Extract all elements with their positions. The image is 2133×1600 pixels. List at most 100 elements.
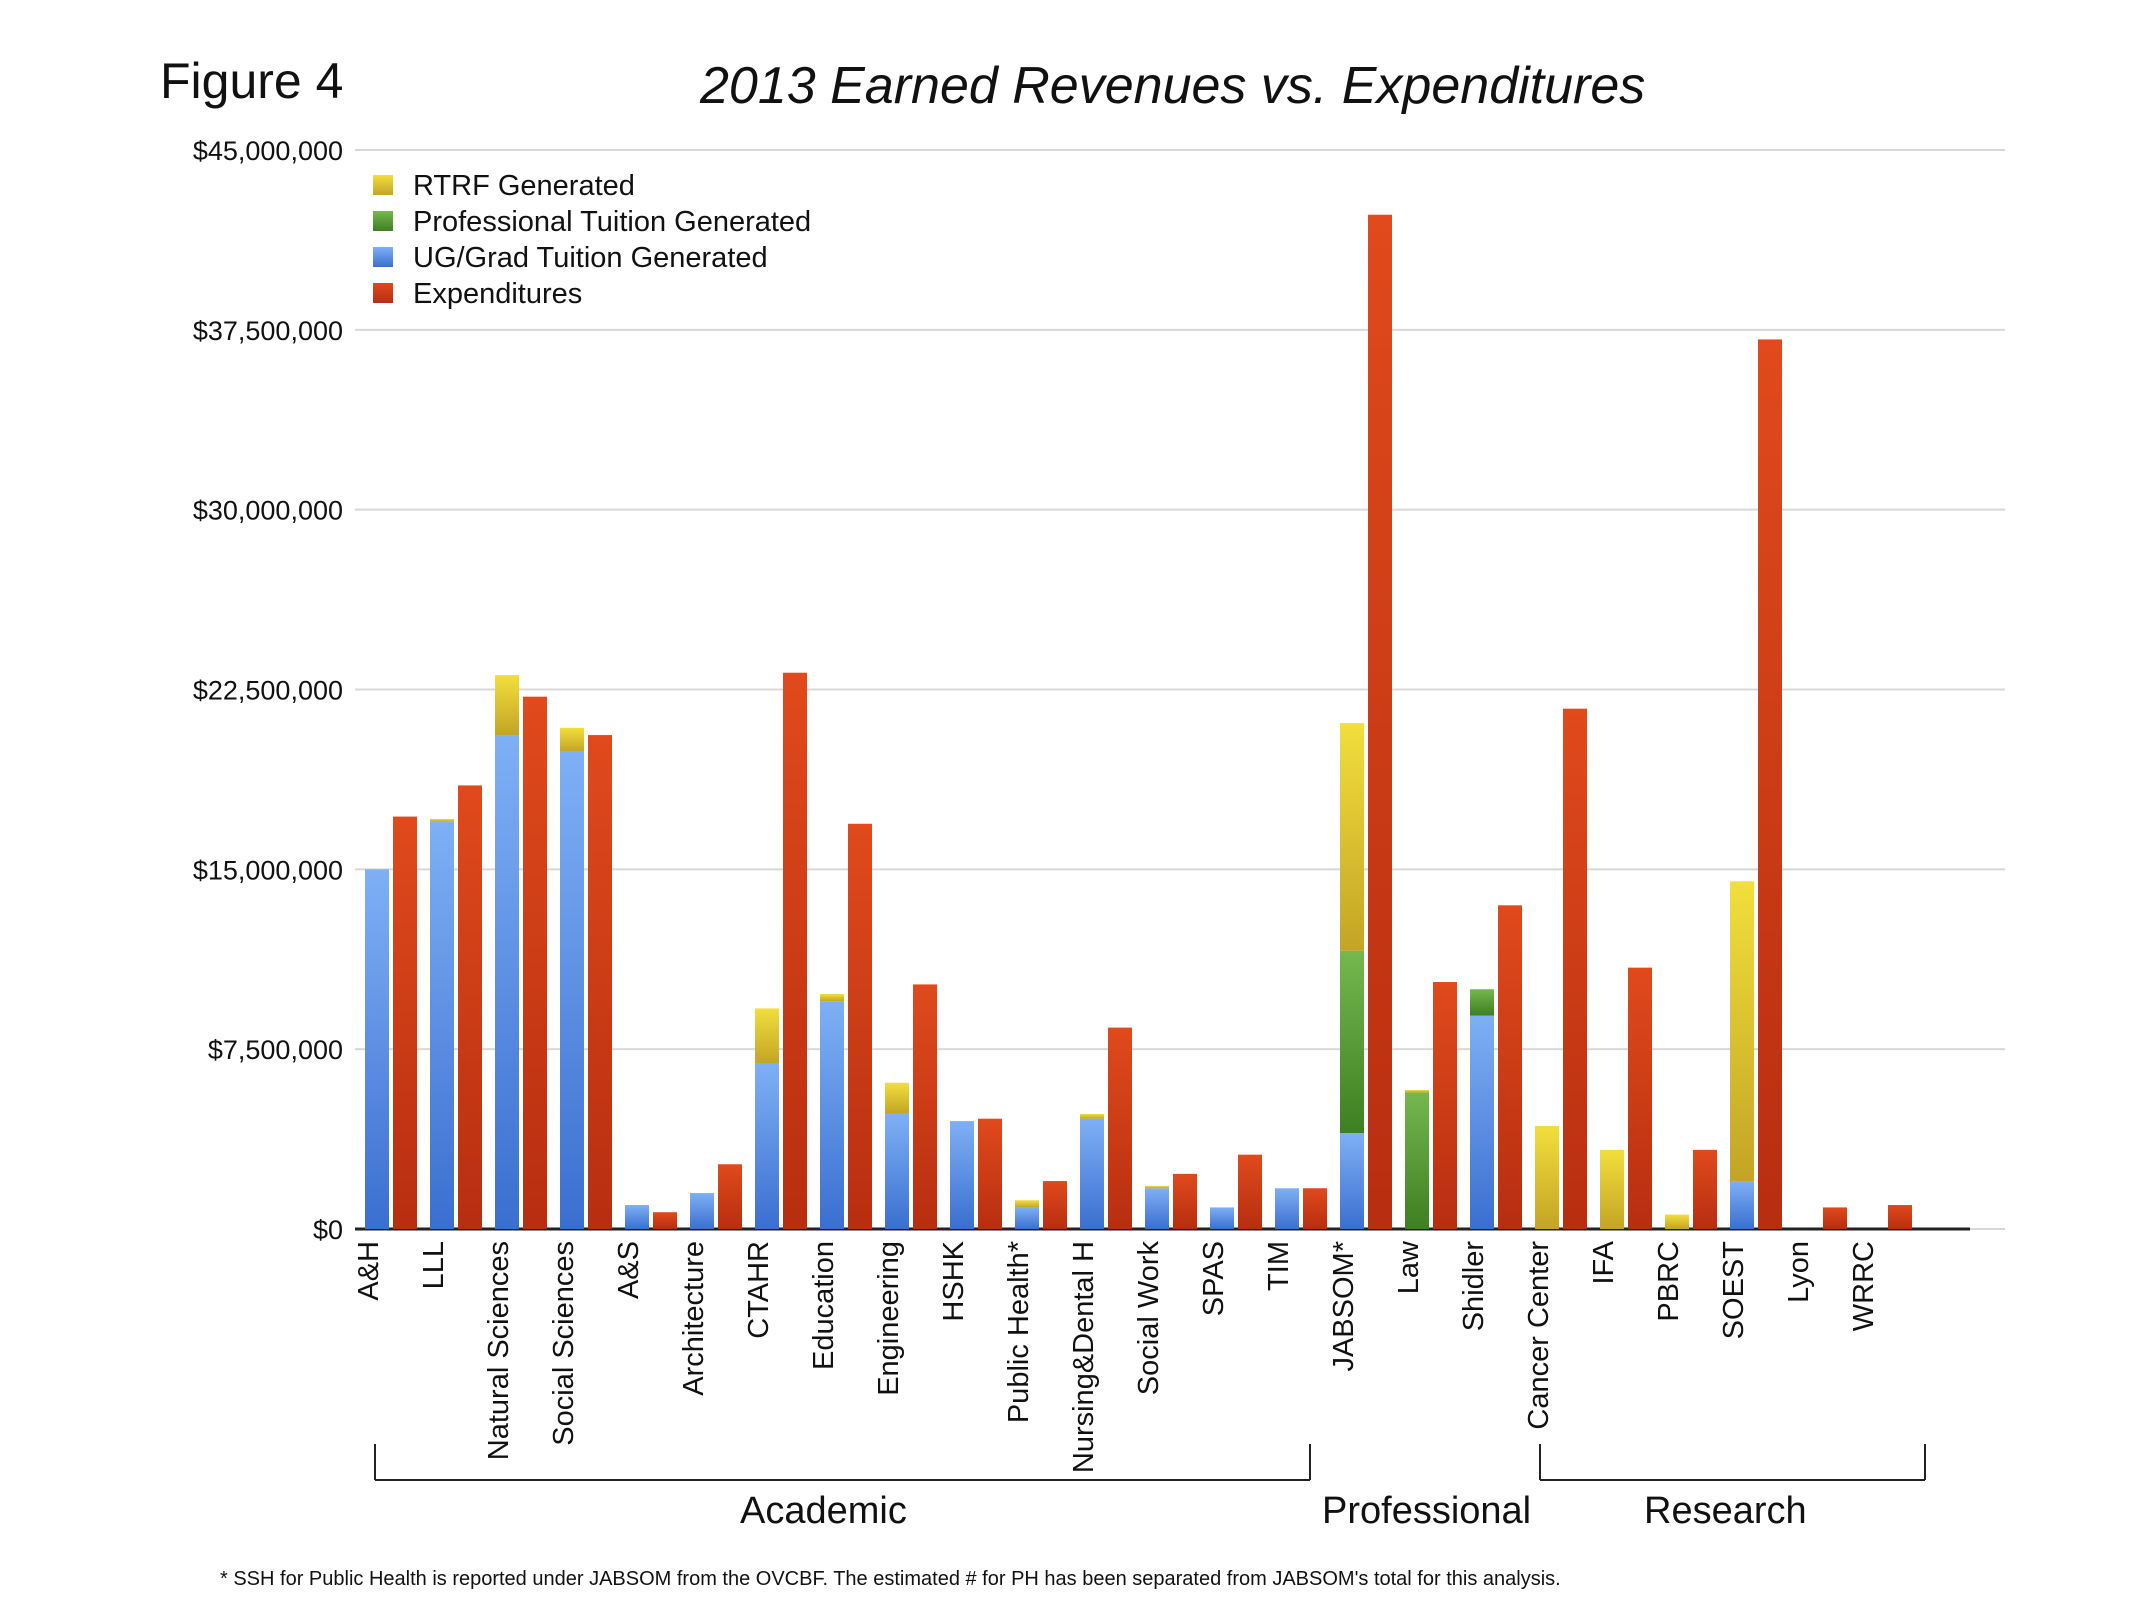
bar-ug-grad-tuition-generated-architecture bbox=[690, 1193, 714, 1229]
bar-ug-grad-tuition-generated-engineering bbox=[885, 1113, 909, 1229]
y-tick-label: $15,000,000 bbox=[193, 855, 343, 885]
x-tick-label: Lyon bbox=[1783, 1241, 1815, 1303]
y-tick-label: $30,000,000 bbox=[193, 496, 343, 526]
bar-ug-grad-tuition-generated-a-s bbox=[625, 1205, 649, 1229]
y-tick-label: $0 bbox=[313, 1215, 343, 1245]
bar-expenditures-tim bbox=[1303, 1188, 1327, 1229]
bar-ug-grad-tuition-generated-nursing-dental-h bbox=[1080, 1118, 1104, 1229]
bar-expenditures-spas bbox=[1238, 1154, 1262, 1229]
bar-expenditures-jabsom bbox=[1368, 214, 1392, 1230]
x-tick-label: IFA bbox=[1588, 1240, 1620, 1284]
x-tick-label: Engineering bbox=[873, 1241, 905, 1396]
bar-expenditures-shidler bbox=[1498, 905, 1522, 1229]
bar-professional-tuition-generated-jabsom bbox=[1340, 950, 1364, 1134]
legend-swatch-expenditures bbox=[373, 283, 393, 303]
x-tick-label: Shidler bbox=[1458, 1241, 1490, 1332]
bar-ug-grad-tuition-generated-soest bbox=[1730, 1181, 1754, 1229]
bar-rtrf-generated-pbrc bbox=[1665, 1214, 1689, 1229]
bar-expenditures-lyon bbox=[1823, 1207, 1847, 1229]
bar-expenditures-law bbox=[1433, 982, 1457, 1229]
x-tick-label: Law bbox=[1393, 1240, 1425, 1294]
footnote: * SSH for Public Health is reported unde… bbox=[220, 1568, 1561, 1590]
y-tick-label: $22,500,000 bbox=[193, 676, 343, 706]
bar-expenditures-social-work bbox=[1173, 1173, 1197, 1229]
x-tick-label: Social Sciences bbox=[548, 1241, 580, 1446]
bar-rtrf-generated-soest bbox=[1730, 881, 1754, 1182]
bar-expenditures-soest bbox=[1758, 339, 1782, 1229]
x-tick-label: CTAHR bbox=[743, 1241, 775, 1339]
legend-label-rtrf-generated: RTRF Generated bbox=[413, 170, 635, 202]
bar-expenditures-pbrc bbox=[1693, 1149, 1717, 1229]
bar-ug-grad-tuition-generated-social-work bbox=[1145, 1188, 1169, 1229]
bar-rtrf-generated-ctahr bbox=[755, 1008, 779, 1064]
y-tick-label: $45,000,000 bbox=[193, 136, 343, 166]
x-tick-label: Public Health* bbox=[1003, 1241, 1035, 1423]
legend-swatch-professional-tuition-generated bbox=[373, 211, 393, 231]
bar-professional-tuition-generated-shidler bbox=[1470, 989, 1494, 1016]
y-tick-label: $7,500,000 bbox=[208, 1035, 343, 1065]
bar-ug-grad-tuition-generated-a-h bbox=[365, 869, 389, 1229]
x-tick-label: Cancer Center bbox=[1523, 1241, 1555, 1430]
bar-ug-grad-tuition-generated-jabsom bbox=[1340, 1133, 1364, 1229]
legend-label-professional-tuition-generated: Professional Tuition Generated bbox=[413, 206, 811, 238]
bar-expenditures-a-h bbox=[393, 816, 417, 1229]
bar-rtrf-generated-ifa bbox=[1600, 1149, 1624, 1229]
x-tick-label: Architecture bbox=[678, 1241, 710, 1396]
x-tick-label: A&H bbox=[353, 1241, 385, 1301]
bar-expenditures-natural-sciences bbox=[523, 696, 547, 1229]
bar-expenditures-engineering bbox=[913, 984, 937, 1229]
bar-expenditures-education bbox=[848, 823, 872, 1229]
bar-rtrf-generated-engineering bbox=[885, 1082, 909, 1114]
bar-ug-grad-tuition-generated-education bbox=[820, 1001, 844, 1229]
bar-ug-grad-tuition-generated-hshk bbox=[950, 1121, 974, 1229]
x-tick-label: Natural Sciences bbox=[483, 1241, 515, 1460]
bar-expenditures-architecture bbox=[718, 1164, 742, 1229]
bar-rtrf-generated-nursing-dental-h bbox=[1080, 1113, 1104, 1119]
x-tick-label: Education bbox=[808, 1241, 840, 1370]
bar-expenditures-public-health bbox=[1043, 1181, 1067, 1229]
bar-expenditures-nursing-dental-h bbox=[1108, 1027, 1132, 1229]
legend-swatch-rtrf-generated bbox=[373, 175, 393, 195]
legend-label-expenditures: Expenditures bbox=[413, 278, 582, 310]
bar-expenditures-social-sciences bbox=[588, 735, 612, 1229]
bar-ug-grad-tuition-generated-public-health bbox=[1015, 1207, 1039, 1229]
bar-rtrf-generated-natural-sciences bbox=[495, 675, 519, 736]
x-tick-label: Nursing&Dental H bbox=[1068, 1241, 1100, 1473]
bar-expenditures-cancer-center bbox=[1563, 708, 1587, 1229]
group-label-research: Research bbox=[1644, 1490, 1807, 1532]
group-label-academic: Academic bbox=[740, 1490, 907, 1532]
bar-expenditures-wrrc bbox=[1888, 1205, 1912, 1229]
bar-expenditures-lll bbox=[458, 785, 482, 1229]
x-tick-label: WRRC bbox=[1848, 1241, 1880, 1331]
bar-rtrf-generated-jabsom bbox=[1340, 723, 1364, 951]
legend-label-ug-grad-tuition-generated: UG/Grad Tuition Generated bbox=[413, 242, 768, 274]
chart-title: 2013 Earned Revenues vs. Expenditures bbox=[700, 57, 1646, 115]
bar-ug-grad-tuition-generated-lll bbox=[430, 821, 454, 1229]
x-tick-label: SPAS bbox=[1198, 1241, 1230, 1316]
bar-expenditures-a-s bbox=[653, 1212, 677, 1229]
bar-ug-grad-tuition-generated-shidler bbox=[1470, 1015, 1494, 1229]
bar-rtrf-generated-education bbox=[820, 994, 844, 1002]
x-tick-label: HSHK bbox=[938, 1240, 970, 1321]
bar-rtrf-generated-public-health bbox=[1015, 1200, 1039, 1208]
group-label-professional: Professional bbox=[1322, 1490, 1532, 1532]
y-tick-label: $37,500,000 bbox=[193, 316, 343, 346]
x-tick-label: JABSOM* bbox=[1328, 1241, 1360, 1372]
legend-swatch-ug-grad-tuition-generated bbox=[373, 247, 393, 267]
bar-expenditures-ifa bbox=[1628, 967, 1652, 1229]
bar-expenditures-ctahr bbox=[783, 672, 807, 1229]
bar-professional-tuition-generated-law bbox=[1405, 1092, 1429, 1229]
x-tick-label: PBRC bbox=[1653, 1241, 1685, 1322]
x-tick-label: Social Work bbox=[1133, 1241, 1165, 1396]
x-tick-label: LLL bbox=[418, 1241, 450, 1289]
bar-ug-grad-tuition-generated-tim bbox=[1275, 1188, 1299, 1229]
bar-expenditures-hshk bbox=[978, 1118, 1002, 1229]
bar-rtrf-generated-social-work bbox=[1145, 1185, 1169, 1189]
bar-rtrf-generated-social-sciences bbox=[560, 727, 584, 752]
bar-rtrf-generated-cancer-center bbox=[1535, 1125, 1559, 1229]
bar-rtrf-generated-lll bbox=[430, 818, 454, 822]
x-tick-label: A&S bbox=[613, 1241, 645, 1299]
figure-label: Figure 4 bbox=[160, 53, 344, 109]
x-tick-label: TIM bbox=[1263, 1241, 1295, 1291]
